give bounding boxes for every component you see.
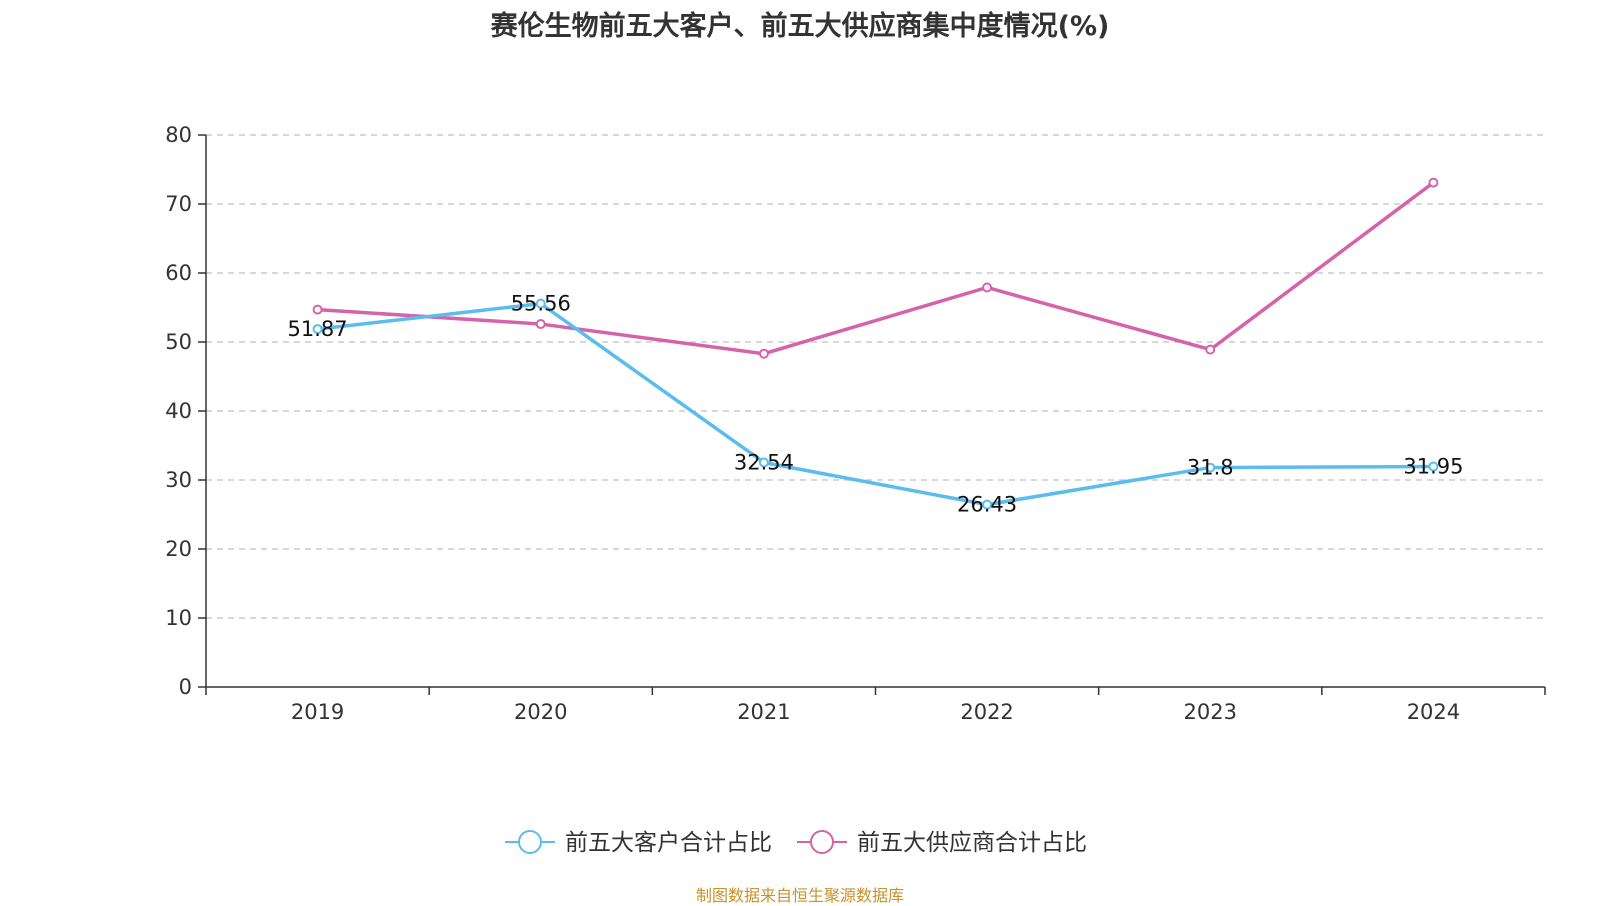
data-point (535, 298, 546, 309)
data-label: 26.43 (957, 493, 1017, 517)
x-tick-label: 2022 (960, 700, 1013, 724)
series-line-1 (317, 181, 1435, 356)
series-line-0 (317, 301, 1434, 507)
data-point (982, 282, 993, 293)
data-label: 31.95 (1403, 455, 1463, 479)
legend-marker-1 (810, 830, 834, 854)
data-point (1205, 462, 1216, 473)
data-point (1428, 177, 1439, 188)
data-label: 31.8 (1187, 456, 1234, 480)
y-tick-label: 60 (165, 261, 192, 285)
y-tick-label: 70 (165, 192, 192, 216)
axes: 0 10 20 30 40 50 60 70 80 2019 2020 2021 2022 2023 202… (165, 123, 1546, 724)
y-tick-label: 50 (165, 330, 192, 354)
data-point (312, 304, 323, 315)
data-point (758, 348, 769, 359)
data-point (982, 499, 993, 510)
data-point (1428, 461, 1439, 472)
y-tick-label: 80 (165, 123, 192, 147)
data-point (758, 457, 769, 468)
x-tick-label: 2024 (1407, 700, 1460, 724)
data-label: 51.87 (288, 317, 348, 341)
y-tick-label: 10 (165, 606, 192, 630)
series-lines (312, 177, 1439, 510)
x-tick-label: 2023 (1184, 700, 1237, 724)
legend-label-0: 前五大客户合计占比 (565, 830, 772, 856)
chart-title: 赛伦生物前五大客户、前五大供应商集中度情况(%) (490, 11, 1110, 42)
data-label: 55.56 (511, 292, 571, 316)
legend-marker-0 (518, 830, 542, 854)
source-note: 制图数据来自恒生聚源数据库 (695, 886, 904, 905)
y-tick-label: 20 (165, 537, 192, 561)
y-tick-label: 30 (165, 468, 192, 492)
data-point (312, 324, 323, 335)
data-point (535, 319, 546, 330)
legend-label-1: 前五大供应商合计占比 (857, 830, 1087, 856)
legend[interactable]: 前五大客户合计占比 前五大供应商合计占比 (505, 830, 1087, 856)
y-tick-label: 0 (179, 675, 192, 699)
y-tick-label: 40 (165, 399, 192, 423)
data-labels: 51.87 55.56 32.54 26.43 31.8 31.95 (288, 292, 1464, 517)
x-tick-label: 2020 (514, 700, 567, 724)
grid-lines (206, 134, 1545, 619)
x-tick-label: 2021 (737, 700, 790, 724)
data-label: 32.54 (734, 450, 794, 474)
data-point (1205, 344, 1216, 355)
x-tick-label: 2019 (291, 700, 344, 724)
